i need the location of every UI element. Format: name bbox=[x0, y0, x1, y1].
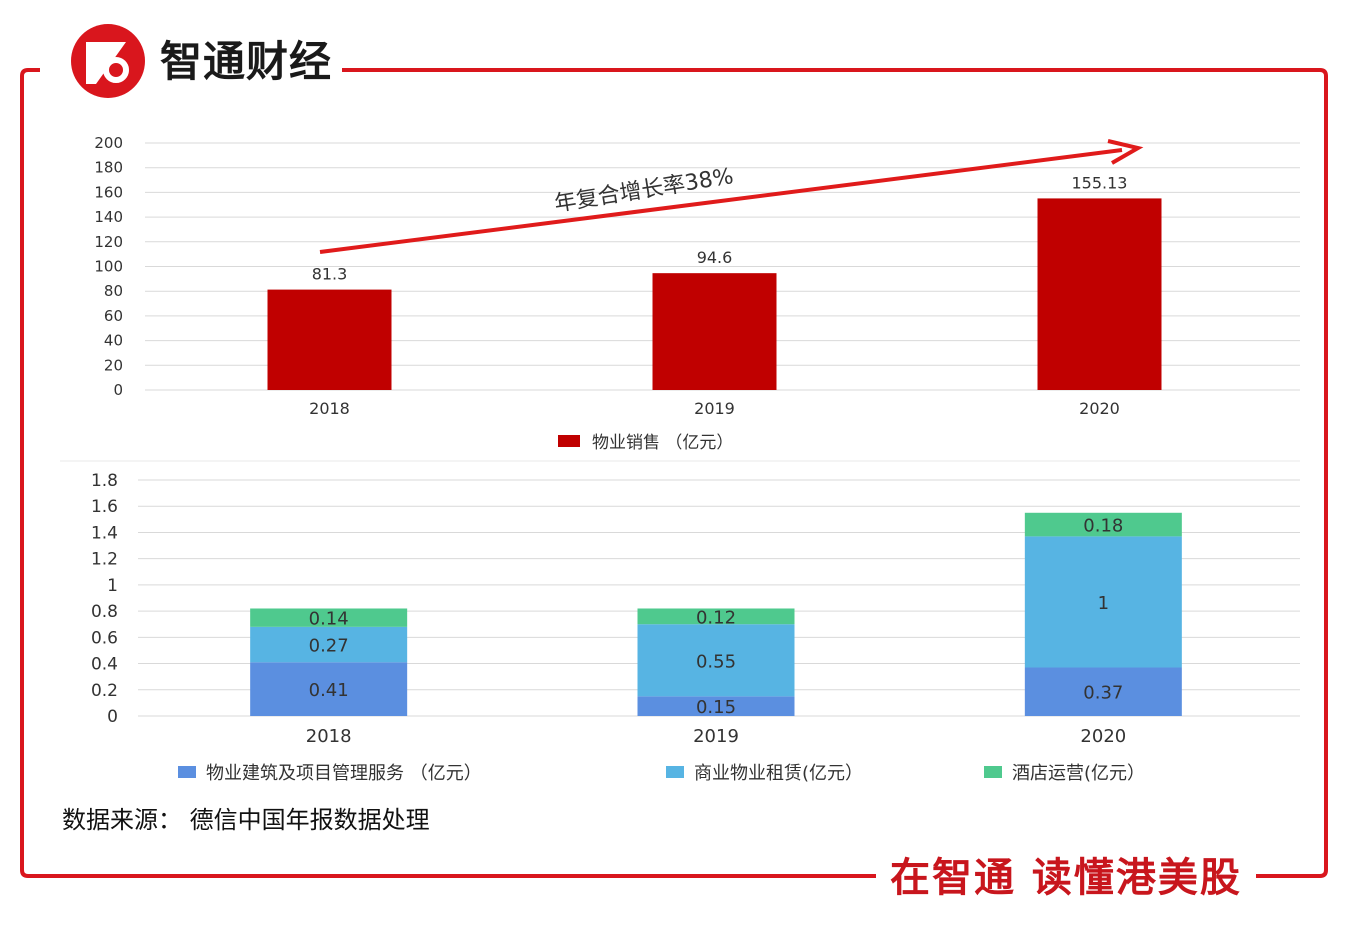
y-tick-label: 100 bbox=[94, 258, 123, 276]
segment-label: 0.27 bbox=[309, 636, 349, 657]
y-tick-label: 0.8 bbox=[91, 602, 118, 622]
bar-segment-1-2019 bbox=[637, 624, 795, 697]
bar-segment-2-2018 bbox=[250, 608, 408, 627]
bar-segment-2-2019 bbox=[637, 608, 795, 625]
y-tick-label: 1 bbox=[107, 576, 118, 596]
y-tick-label: 140 bbox=[94, 208, 123, 226]
x-tick-label: 2020 bbox=[1079, 399, 1120, 418]
y-tick-label: 1.2 bbox=[91, 550, 118, 570]
bar-segment-0-2018 bbox=[250, 662, 408, 716]
y-tick-label: 180 bbox=[94, 159, 123, 177]
y-tick-label: 200 bbox=[94, 134, 123, 152]
y-tick-label: 1.6 bbox=[91, 497, 118, 517]
segment-label: 0.55 bbox=[696, 651, 736, 672]
legend-label: 商业物业租赁(亿元） bbox=[694, 763, 863, 784]
legend-label: 物业销售 （亿元） bbox=[592, 433, 733, 453]
data-label: 81.3 bbox=[312, 265, 348, 284]
y-tick-label: 120 bbox=[94, 233, 123, 251]
segment-label: 0.15 bbox=[696, 697, 736, 718]
logo-icon bbox=[71, 24, 145, 98]
x-tick-label: 2019 bbox=[694, 399, 735, 418]
segment-label: 1 bbox=[1098, 593, 1109, 614]
segment-label: 0.12 bbox=[696, 607, 736, 628]
y-tick-label: 0 bbox=[113, 381, 123, 399]
x-tick-label: 2019 bbox=[693, 726, 739, 747]
segment-label: 0.14 bbox=[309, 609, 349, 630]
data-label: 155.13 bbox=[1072, 173, 1128, 192]
brand-name: 智通财经 bbox=[160, 34, 343, 90]
y-tick-label: 20 bbox=[104, 356, 123, 374]
x-tick-label: 2018 bbox=[309, 399, 350, 418]
bar-segment-1-2020 bbox=[1024, 536, 1182, 668]
bar-sales-2018 bbox=[267, 289, 392, 390]
bar-segment-0-2019 bbox=[637, 696, 795, 716]
legend-swatch bbox=[984, 766, 1002, 778]
chart-other-revenue: 0 0.2 0.4 0.6 0.8 1 1.2 1.4 1.6 1.8 0.41 0.27 0.14 20… bbox=[91, 471, 1300, 784]
y-tick-label: 80 bbox=[104, 282, 123, 300]
y-tick-label: 0.6 bbox=[91, 628, 118, 648]
segment-label: 0.37 bbox=[1083, 683, 1123, 704]
data-label: 94.6 bbox=[697, 248, 733, 267]
y-tick-label: 1.8 bbox=[91, 471, 118, 491]
y-tick-label: 160 bbox=[94, 183, 123, 201]
y-tick-label: 0.4 bbox=[91, 655, 118, 675]
segment-label: 0.41 bbox=[309, 680, 349, 701]
y-tick-label: 1.4 bbox=[91, 523, 118, 543]
y-tick-label: 60 bbox=[104, 307, 123, 325]
y-tick-label: 0.2 bbox=[91, 681, 118, 701]
legend-swatch bbox=[558, 435, 580, 447]
x-tick-label: 2020 bbox=[1080, 726, 1126, 747]
growth-arrow bbox=[319, 148, 1123, 254]
bar-sales-2019 bbox=[652, 273, 777, 390]
legend-swatch bbox=[666, 766, 684, 778]
y-tick-label: 0 bbox=[107, 707, 118, 727]
growth-arrow-head bbox=[1107, 139, 1144, 165]
y-tick-label: 40 bbox=[104, 332, 123, 350]
legend-swatch bbox=[178, 766, 196, 778]
bar-segment-1-2018 bbox=[250, 626, 408, 663]
data-source: 数据来源： 德信中国年报数据处理 bbox=[62, 806, 430, 834]
segment-label: 0.18 bbox=[1083, 516, 1123, 537]
bar-segment-2-2020 bbox=[1024, 512, 1182, 537]
legend-label: 物业建筑及项目管理服务 （亿元） bbox=[206, 763, 482, 784]
bar-segment-0-2020 bbox=[1024, 667, 1182, 716]
x-tick-label: 2018 bbox=[306, 726, 352, 747]
bar-sales-2020 bbox=[1037, 198, 1162, 390]
legend-label: 酒店运营(亿元） bbox=[1012, 763, 1145, 784]
frame-border bbox=[20, 68, 1328, 878]
slogan: 在智通 读懂港美股 bbox=[876, 850, 1256, 906]
chart-property-sales: 0 20 40 60 80 100 120 140 160 180 200 81.3 2018 94.6 2… bbox=[60, 134, 1300, 462]
